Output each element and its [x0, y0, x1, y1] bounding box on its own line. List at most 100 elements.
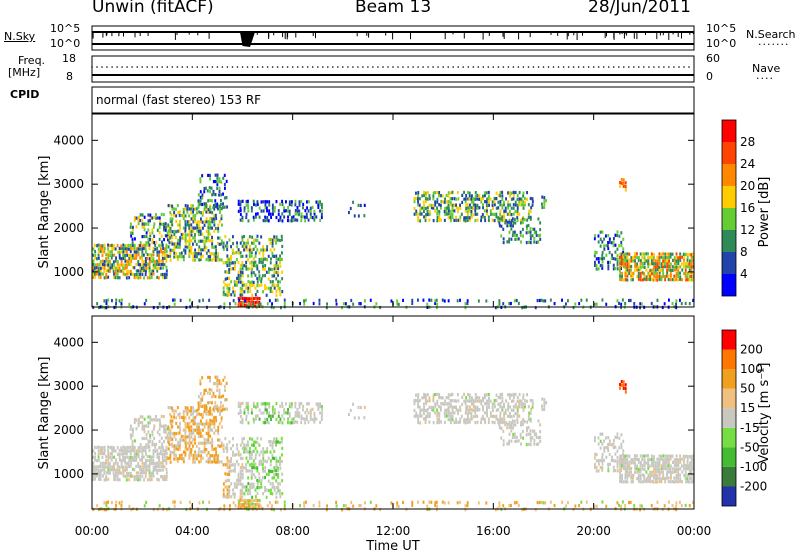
power-cell [675, 302, 677, 306]
power-cell [684, 252, 687, 256]
power-cell [601, 298, 604, 302]
power-cell [151, 216, 154, 220]
velocity-cell [250, 499, 253, 503]
power-cell [508, 237, 511, 241]
power-cell [656, 275, 659, 279]
velocity-cell [675, 476, 678, 480]
velocity-cell [277, 420, 280, 425]
velocity-cell [203, 437, 206, 441]
velocity-cell [164, 478, 166, 482]
velocity-cell [262, 492, 264, 496]
velocity-cell [302, 404, 305, 408]
power-cell [438, 216, 441, 220]
power-cell [647, 274, 650, 278]
velocity-cell [531, 429, 534, 433]
velocity-cell [101, 468, 104, 472]
power-cell [139, 256, 142, 260]
velocity-cell [542, 501, 545, 505]
velocity-cell [307, 402, 310, 406]
power-cell [632, 259, 635, 263]
velocity-cell [466, 405, 469, 409]
velocity-cell [147, 468, 149, 472]
velocity-cell [173, 450, 176, 454]
velocity-cell [213, 425, 216, 429]
velocity-cell [260, 485, 263, 489]
velocity-cell [109, 465, 112, 469]
velocity-cell [690, 473, 693, 477]
velocity-cell [126, 455, 129, 459]
velocity-cell [438, 412, 441, 416]
velocity-cell [135, 449, 138, 453]
power-cell [220, 217, 223, 221]
velocity-cell [216, 382, 219, 386]
power-cell [275, 200, 278, 204]
velocity-cell [254, 495, 257, 499]
velocity-cell [214, 375, 217, 379]
velocity-cell [220, 395, 223, 399]
power-cell [245, 200, 248, 204]
power-cell [622, 184, 625, 188]
velocity-cell [256, 482, 259, 486]
velocity-cell [167, 406, 170, 410]
velocity-cell [213, 447, 215, 451]
power-cell [217, 229, 220, 233]
nave-dot [592, 66, 595, 68]
velocity-cell [217, 454, 220, 458]
velocity-cell [561, 500, 563, 504]
velocity-cell [213, 416, 215, 420]
power-cell [98, 272, 101, 276]
velocity-cell [531, 436, 534, 440]
power-cell [156, 246, 159, 250]
power-cell [491, 200, 494, 204]
power-cell [109, 269, 111, 273]
power-cell [220, 202, 222, 207]
power-cell [344, 302, 347, 306]
velocity-cell [673, 476, 676, 480]
velocity-cell [650, 454, 653, 458]
velocity-cell [594, 462, 596, 466]
velocity-cell [271, 440, 274, 444]
velocity-cell [216, 407, 219, 411]
velocity-cell [489, 399, 492, 403]
power-cell [309, 212, 312, 216]
velocity-cell [279, 440, 281, 445]
power-cell [510, 191, 513, 195]
velocity-cell [179, 438, 182, 442]
power-cell [677, 261, 680, 266]
power-cell [147, 213, 150, 217]
power-cell [640, 259, 642, 263]
velocity-cell [497, 408, 500, 412]
power-cell [639, 268, 642, 272]
velocity-cell [132, 427, 134, 431]
velocity-cell [190, 448, 193, 452]
power-cell [161, 256, 164, 261]
power-cell [182, 236, 185, 240]
velocity-cell [283, 411, 286, 415]
power-cell [543, 199, 546, 203]
velocity-cell [151, 433, 154, 437]
velocity-cell [184, 416, 187, 420]
power-cell [679, 265, 682, 269]
velocity-cell [616, 459, 619, 463]
power-cell [141, 213, 144, 217]
power-cell [128, 302, 131, 306]
velocity-cell [313, 417, 316, 421]
nave-dot [377, 66, 379, 68]
power-cell [262, 248, 265, 252]
velocity-cell [440, 420, 442, 424]
power-cell [94, 275, 97, 279]
velocity-cell [637, 473, 640, 477]
velocity-cell [161, 461, 164, 465]
power-cell [675, 274, 678, 278]
power-cell [268, 209, 271, 213]
velocity-cell [169, 456, 172, 460]
power-cell [673, 262, 676, 266]
velocity-cell [192, 460, 194, 464]
velocity-cell [516, 395, 519, 400]
power-cell [239, 277, 242, 281]
power-cell [466, 203, 469, 207]
power-cell [192, 204, 194, 208]
velocity-cell [148, 474, 151, 478]
velocity-cell [497, 402, 500, 406]
power-cell [165, 265, 168, 269]
